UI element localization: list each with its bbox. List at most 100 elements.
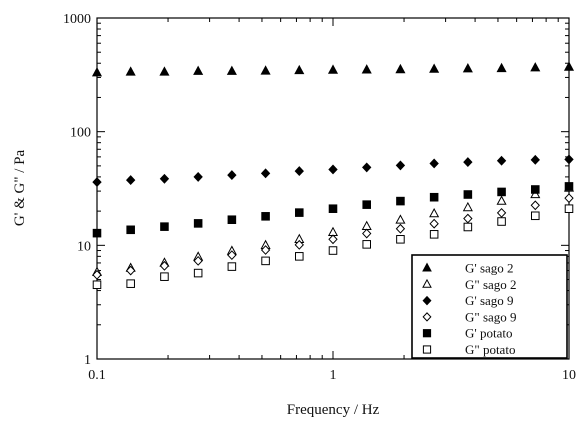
- series-5: [92, 204, 574, 290]
- ticks-group: [96, 17, 570, 360]
- data-point: [227, 262, 237, 271]
- series-3: [92, 193, 574, 280]
- data-point: [92, 280, 102, 290]
- data-point: [530, 154, 540, 165]
- data-point: [260, 168, 271, 179]
- data-point: [462, 201, 473, 212]
- data-point: [395, 160, 406, 171]
- data-point: [226, 65, 237, 75]
- legend-marker: [422, 312, 432, 322]
- data-point: [530, 200, 540, 211]
- data-point: [531, 211, 540, 221]
- data-point: [429, 230, 439, 239]
- y-axis-label: G' & G" / Pa: [12, 149, 28, 226]
- data-point: [260, 65, 271, 75]
- data-point: [294, 166, 304, 177]
- series-0: [91, 61, 575, 77]
- data-point: [362, 162, 372, 173]
- data-point: [564, 154, 574, 165]
- legend-marker: [422, 262, 432, 272]
- data-point: [429, 192, 439, 202]
- legend-label: G" sago 2: [465, 277, 517, 292]
- x-tick-label: 0.1: [88, 368, 106, 383]
- x-tick-label: 10: [562, 368, 576, 383]
- x-tick-label: 1: [330, 368, 337, 383]
- data-point: [193, 255, 203, 266]
- data-point: [362, 228, 372, 239]
- data-point: [261, 212, 270, 221]
- data-point: [294, 239, 304, 250]
- data-point: [160, 272, 169, 281]
- data-point: [193, 65, 204, 75]
- x-axis-label: Frequency / Hz: [287, 402, 380, 418]
- data-point: [531, 185, 540, 194]
- data-point: [563, 61, 575, 71]
- data-point: [193, 268, 203, 278]
- data-point: [395, 214, 406, 224]
- data-point: [463, 222, 473, 232]
- data-point: [395, 223, 406, 234]
- data-point: [159, 66, 170, 76]
- data-point: [396, 235, 405, 244]
- data-point: [328, 234, 338, 245]
- data-point: [327, 226, 339, 237]
- y-tick-label: 1000: [63, 12, 91, 27]
- data-point: [126, 279, 135, 288]
- data-point: [395, 63, 406, 74]
- data-point: [125, 66, 136, 76]
- legend-marker: [422, 329, 432, 338]
- data-point: [125, 175, 136, 186]
- data-point: [496, 155, 507, 166]
- data-point: [429, 63, 440, 73]
- legend-label: G" sago 9: [465, 309, 517, 324]
- legend-marker: [422, 345, 432, 354]
- y-tick-label: 10: [77, 239, 91, 254]
- data-point: [496, 62, 507, 73]
- data-point: [530, 188, 541, 199]
- legend-label: G' potato: [465, 326, 512, 341]
- data-point: [496, 207, 507, 218]
- series-2: [92, 154, 574, 188]
- data-point: [564, 204, 574, 213]
- data-point: [159, 173, 170, 184]
- data-point: [294, 64, 305, 75]
- legend-label: G' sago 2: [465, 261, 514, 276]
- data-point: [227, 170, 237, 181]
- data-point: [361, 220, 372, 230]
- legend-label: G' sago 9: [465, 293, 514, 308]
- data-point: [91, 67, 103, 77]
- data-point: [328, 246, 338, 255]
- data-point: [530, 62, 541, 72]
- data-point: [429, 158, 439, 169]
- data-point: [261, 256, 270, 266]
- data-point: [92, 269, 102, 280]
- data-point: [126, 225, 135, 235]
- legend: G' sago 2G" sago 2G' sago 9G" sago 9 G' p…: [411, 254, 568, 359]
- data-point: [362, 200, 371, 209]
- data-point: [361, 64, 372, 74]
- data-point: [193, 219, 203, 228]
- legend-label: G" potato: [465, 342, 515, 357]
- data-point: [396, 196, 405, 206]
- data-point: [463, 213, 473, 224]
- data-point: [463, 190, 473, 199]
- data-point: [462, 63, 473, 73]
- data-point: [429, 207, 440, 218]
- legend-marker: [422, 278, 432, 288]
- data-point: [362, 240, 371, 249]
- data-point: [125, 265, 136, 276]
- legend-box: [411, 254, 568, 359]
- data-point: [92, 177, 102, 188]
- data-point: [295, 208, 304, 217]
- data-point: [429, 218, 439, 229]
- legend-marker: [422, 295, 432, 306]
- data-point: [328, 164, 338, 175]
- data-point: [463, 157, 473, 168]
- data-point: [227, 215, 237, 225]
- markers-group: [91, 61, 575, 290]
- data-point: [227, 250, 237, 261]
- data-point: [260, 245, 271, 255]
- y-tick-label: 100: [70, 126, 91, 141]
